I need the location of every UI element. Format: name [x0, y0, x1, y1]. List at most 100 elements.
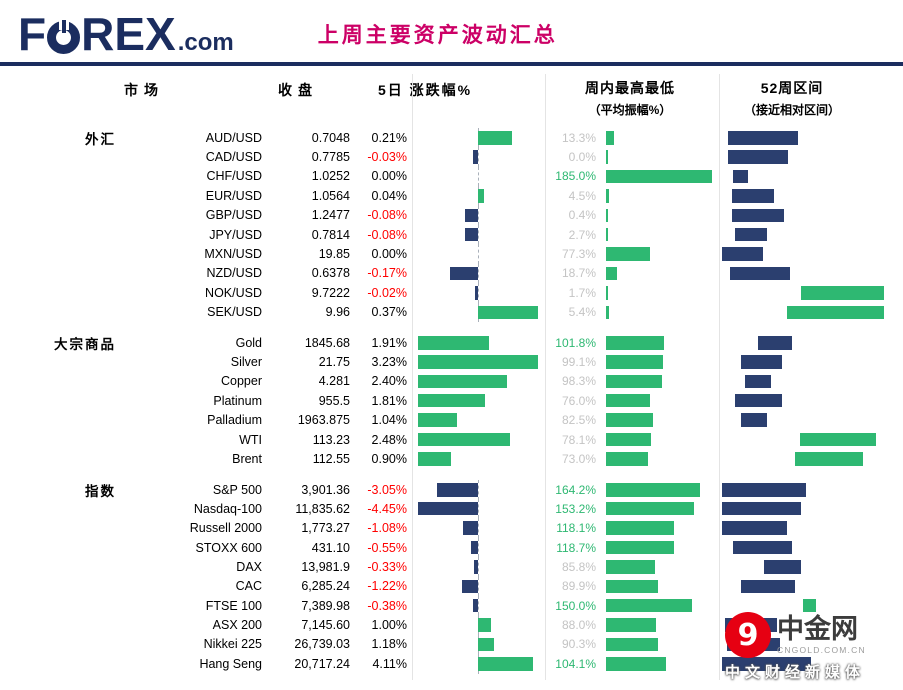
asset-row: DAX 13,981.9 -0.33% 85.8%	[6, 557, 892, 577]
week-bar-area	[606, 169, 712, 184]
close-value: 9.96	[325, 305, 350, 320]
col-header-range52: 52周区间 （接近相对区间）	[710, 78, 874, 118]
week-amplitude-label: 104.1%	[555, 656, 596, 671]
week-bar-cell	[604, 449, 716, 468]
week-amplitude-bar	[606, 131, 614, 145]
change-bar-area	[418, 205, 538, 225]
week-bar-cell	[604, 480, 716, 500]
col-header-range52-title: 52周区间	[760, 80, 824, 96]
market-name: CHF/USD	[206, 169, 262, 184]
change-value: 1.81%	[371, 393, 407, 408]
market-name: WTI	[239, 432, 262, 447]
zero-axis	[478, 576, 479, 596]
week-amplitude-label: 118.1%	[556, 521, 596, 536]
week-amplitude-label: 99.1%	[561, 354, 596, 369]
market-name: Nasdaq-100	[193, 501, 262, 516]
change-bar-cell	[412, 576, 544, 596]
zero-axis	[478, 595, 479, 616]
week-bar-cell	[604, 557, 716, 576]
range52-bar	[722, 247, 763, 261]
column-separator	[412, 74, 413, 680]
week-bar-cell	[604, 596, 716, 615]
change-bar-cell	[412, 615, 544, 635]
range52-cell	[722, 244, 886, 263]
change-bar-area	[418, 499, 538, 519]
week-amplitude-label: 82.5%	[561, 413, 596, 428]
range52-bar-area	[722, 131, 884, 145]
range52-cell	[722, 410, 886, 429]
week-amplitude-bar	[606, 374, 663, 389]
range52-bar	[728, 150, 789, 164]
zero-axis	[478, 205, 479, 225]
range52-bar-area	[722, 394, 884, 408]
range52-bar	[799, 432, 876, 447]
close-value: 0.7785	[311, 150, 350, 165]
week-amplitude-bar	[606, 150, 608, 164]
week-amplitude-bar	[606, 247, 651, 261]
change-bar	[418, 452, 452, 466]
change-bar	[418, 394, 486, 408]
change-value: -0.38%	[367, 598, 407, 613]
market-name: STOXX 600	[195, 540, 262, 555]
asset-row: Brent 112.55 0.90% 73.0%	[6, 449, 892, 468]
change-bar-area	[418, 615, 538, 635]
group-label: 外汇	[85, 132, 116, 147]
range52-bar	[734, 394, 782, 408]
change-bar-cell	[412, 333, 544, 353]
close-value: 1.0252	[311, 169, 350, 184]
change-bar-cell	[412, 128, 544, 148]
week-amplitude-bar	[606, 335, 665, 350]
week-bar-area	[606, 189, 712, 203]
week-bar-area	[606, 482, 712, 497]
change-bar	[418, 355, 538, 369]
change-bar	[418, 502, 478, 516]
range52-bar-area	[722, 521, 884, 535]
change-value: 0.04%	[371, 188, 407, 203]
week-amplitude-bar	[606, 169, 712, 184]
change-bar	[478, 305, 538, 319]
change-value: -0.08%	[367, 208, 407, 223]
close-value: 0.6378	[311, 266, 350, 281]
week-bar-cell	[604, 147, 716, 166]
range52-cell	[722, 654, 886, 673]
asset-row: Palladium 1963.875 1.04% 82.5%	[6, 410, 892, 429]
close-value: 431.10	[311, 540, 350, 555]
week-bar-area	[606, 131, 712, 145]
week-amplitude-bar	[606, 560, 656, 574]
asset-row: NOK/USD 9.7222 -0.02% 1.7%	[6, 283, 892, 303]
asset-row: Platinum 955.5 1.81% 76.0%	[6, 391, 892, 410]
header: F REX .com 上周主要资产波动汇总	[0, 0, 903, 62]
change-bar-cell	[412, 537, 544, 558]
range52-cell	[722, 538, 886, 557]
week-amplitude-label: 89.9%	[561, 579, 596, 594]
range52-bar-area	[722, 413, 884, 427]
change-bar	[478, 189, 485, 203]
col-header-week: 周内最高最低 （平均振幅%）	[548, 78, 712, 118]
week-bar-cell	[604, 518, 716, 537]
market-name: NZD/USD	[206, 266, 262, 281]
range52-cell	[722, 206, 886, 225]
zero-axis	[478, 537, 479, 558]
market-name: Nikkei 225	[203, 637, 262, 652]
range52-bar	[794, 452, 863, 466]
change-value: -0.33%	[367, 559, 407, 574]
change-bar-area	[418, 128, 538, 148]
asset-group: 外汇 AUD/USD 0.7048 0.21% 13.3% CAD/USD 0.7785 -0…	[6, 128, 892, 322]
week-amplitude-label: 98.3%	[561, 374, 596, 389]
change-bar-cell	[412, 634, 544, 655]
market-name: Gold	[235, 335, 262, 350]
week-bar-cell	[604, 167, 716, 186]
zero-axis	[478, 263, 479, 284]
asset-row: SEK/USD 9.96 0.37% 5.4%	[6, 302, 892, 322]
range52-cell	[722, 264, 886, 283]
week-amplitude-bar	[606, 305, 610, 319]
close-value: 6,285.24	[301, 579, 350, 594]
close-value: 7,145.60	[301, 618, 350, 633]
range52-bar-area	[722, 169, 884, 184]
asset-row: Hang Seng 20,717.24 4.11% 104.1%	[6, 654, 892, 674]
change-value: -3.05%	[367, 482, 407, 497]
week-bar-area	[606, 637, 712, 652]
market-name: EUR/USD	[205, 188, 262, 203]
close-value: 112.55	[312, 451, 350, 466]
